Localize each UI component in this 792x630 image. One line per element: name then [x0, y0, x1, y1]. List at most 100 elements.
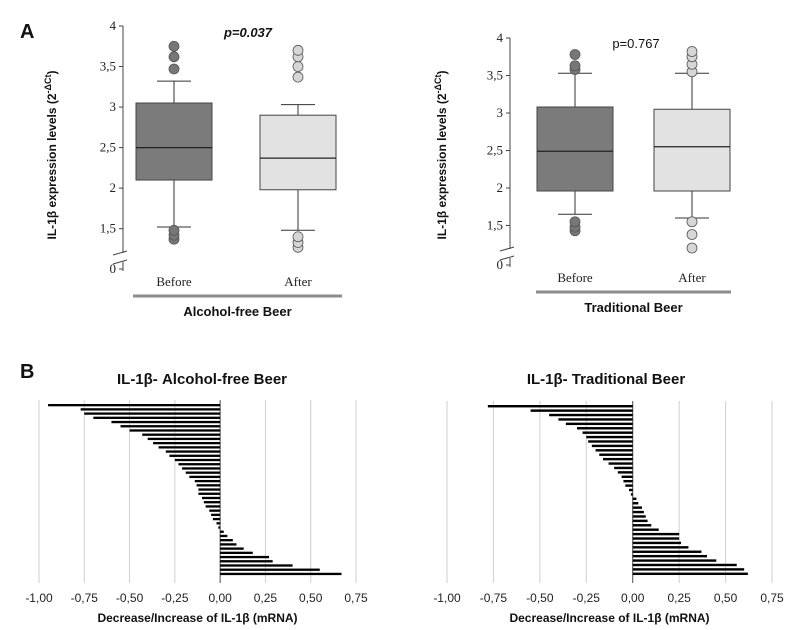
bar — [632, 541, 681, 545]
outlier-point — [686, 229, 698, 240]
y-tick-label: 1,5 — [100, 221, 116, 236]
y-tick-label: 2,5 — [487, 143, 503, 158]
barchart-traditional: -1,00 -0,75 -0,50 -0,25 0,00 0,25 0,50 0,75 IL-1… — [433, 371, 784, 625]
x-tick-label: -1,00 — [25, 591, 53, 605]
bar — [196, 484, 221, 487]
bar — [577, 427, 633, 430]
outlier-point — [569, 60, 581, 72]
y-tick-label: 3,5 — [487, 68, 503, 83]
bar — [603, 457, 633, 461]
bar — [632, 515, 646, 518]
bar — [632, 497, 637, 501]
bar — [111, 420, 221, 424]
bar — [614, 466, 633, 470]
x-tick-label: 0,75 — [344, 591, 368, 605]
bar — [487, 405, 633, 408]
bar — [220, 572, 342, 576]
bar — [220, 555, 270, 559]
panel-label-a: A — [20, 21, 34, 43]
outlier-point — [168, 51, 180, 63]
outlier-point — [569, 216, 581, 228]
box — [135, 102, 213, 181]
bar — [198, 492, 221, 495]
y-tick-label: 2,5 — [100, 140, 116, 155]
bar — [212, 517, 221, 521]
outlier-point — [686, 46, 698, 57]
bar — [625, 484, 633, 487]
bar — [218, 526, 221, 529]
outlier-point — [292, 61, 304, 72]
bar — [621, 475, 633, 478]
outlier-point — [168, 40, 180, 52]
bar — [632, 528, 659, 531]
outlier-point — [168, 224, 180, 236]
bar — [632, 559, 717, 562]
x-tick-label: -1,00 — [433, 591, 461, 605]
bar — [220, 560, 273, 563]
x-tick-label: 0,00 — [208, 591, 232, 605]
barchart-alcohol-free: -1,00 -0,75 -0,50 -0,25 0,00 0,25 0,50 0,75 IL-1… — [25, 371, 368, 625]
outlier-point — [292, 71, 304, 83]
axis-break-mark — [499, 246, 515, 252]
box — [536, 106, 614, 192]
bar — [142, 433, 221, 436]
x-tick-label: 0,00 — [621, 591, 645, 605]
group-label: Traditional Beer — [584, 300, 682, 315]
y-tick-label: 0 — [110, 261, 117, 276]
y-tick-label: 4 — [497, 30, 504, 45]
bar — [632, 546, 689, 549]
y-axis-title: IL-1β expression levels (2-ΔCt) — [433, 70, 449, 239]
y-tick-label: 3,5 — [100, 59, 116, 74]
bar — [632, 563, 737, 567]
x-axis-title: Decrease/Increase of IL-1β (mRNA) — [509, 611, 709, 625]
bar — [632, 519, 648, 523]
bar — [189, 475, 221, 479]
bar — [84, 412, 221, 415]
y-tick-label: 3 — [110, 99, 117, 114]
bar — [220, 564, 293, 567]
y-tick-label: 2 — [110, 180, 117, 195]
group-label: Alcohol-free Beer — [183, 304, 291, 319]
x-tick-label: -0,25 — [161, 591, 189, 605]
bar — [632, 532, 680, 536]
bar — [599, 453, 633, 456]
bar — [205, 505, 221, 508]
p-value: p=0.767 — [612, 36, 659, 51]
bar — [129, 429, 221, 432]
bar — [182, 467, 221, 470]
bar — [632, 568, 745, 571]
bar — [608, 462, 633, 465]
bar — [632, 537, 680, 540]
bar — [178, 463, 221, 466]
bar — [80, 408, 221, 411]
bar — [220, 530, 224, 533]
bar — [211, 513, 221, 517]
bar — [220, 547, 244, 550]
p-value: p=0.037 — [223, 25, 273, 40]
bar — [558, 418, 633, 421]
bar — [120, 425, 221, 428]
bar — [623, 479, 633, 483]
bar — [194, 479, 221, 483]
category-label: After — [678, 270, 706, 285]
axis-break-mark — [499, 255, 515, 261]
chart-title: IL-1β- Traditional Beer — [527, 371, 686, 388]
bar — [158, 446, 221, 449]
x-tick-label: 0,25 — [254, 591, 278, 605]
bar — [582, 431, 633, 434]
bar — [632, 550, 702, 553]
bar — [220, 568, 320, 571]
x-tick-label: -0,50 — [526, 591, 554, 605]
bar — [153, 441, 221, 445]
category-label: After — [284, 274, 312, 289]
bar — [595, 449, 633, 452]
y-tick-label: 2 — [497, 180, 504, 195]
bar — [174, 458, 221, 462]
axis-break-mark — [112, 250, 128, 256]
panel-label-b: B — [20, 361, 34, 383]
bar — [565, 422, 633, 426]
x-tick-label: 0,75 — [760, 591, 784, 605]
bar — [591, 444, 633, 448]
outlier-point — [686, 242, 698, 254]
